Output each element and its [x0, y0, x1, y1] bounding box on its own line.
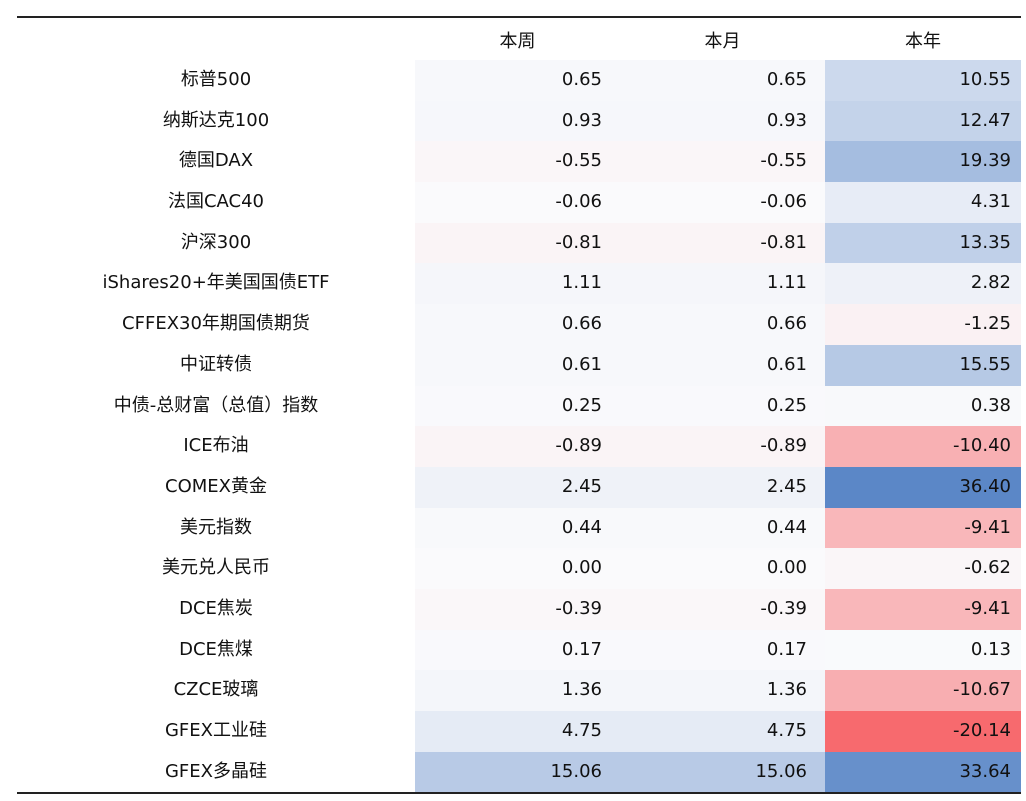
- table-row: GFEX多晶硅 15.06 15.06 33.64: [17, 751, 1021, 793]
- table-row: 标普500 0.65 0.65 10.55: [17, 60, 1021, 101]
- table-row: 中债-总财富（总值）指数 0.25 0.25 0.38: [17, 385, 1021, 427]
- row-label: 美元兑人民币: [162, 557, 270, 579]
- table-row: 德国DAX -0.55 -0.55 19.39: [17, 141, 1021, 183]
- row-label: CZCE玻璃: [173, 679, 259, 701]
- cell-month: 0.93: [620, 100, 825, 142]
- table-row: DCE焦煤 0.17 0.17 0.13: [17, 629, 1021, 671]
- cell-week: -0.06: [415, 182, 620, 223]
- cell-month: 0.25: [620, 385, 825, 427]
- column-header-year: 本年: [905, 31, 941, 52]
- table-body: 标普500 0.65 0.65 10.55 纳斯达克100 0.93 0.93 12.47 德国…: [17, 60, 1021, 793]
- cell-week: 0.00: [415, 548, 620, 589]
- cell-year: 10.55: [825, 60, 1021, 101]
- cell-year: -9.41: [825, 507, 1021, 549]
- cell-week: 0.44: [415, 507, 620, 549]
- cell-week: 2.45: [415, 466, 620, 508]
- cell-month: 0.00: [620, 548, 825, 589]
- cell-week: 1.11: [415, 263, 620, 305]
- row-label: 法国CAC40: [167, 191, 265, 213]
- cell-week: 0.25: [415, 385, 620, 427]
- table-row: 法国CAC40 -0.06 -0.06 4.31: [17, 182, 1021, 223]
- cell-month: -0.81: [620, 222, 825, 264]
- table-row: 沪深300 -0.81 -0.81 13.35: [17, 222, 1021, 264]
- row-label: 中证转债: [180, 353, 252, 375]
- heatmap-table: 本周 本月 本年 标普500 0.65 0.65 10.55 纳斯达克100 0.93 0.…: [17, 16, 1021, 795]
- cell-month: 0.66: [620, 304, 825, 345]
- cell-month: -0.39: [620, 588, 825, 630]
- cell-year: 4.31: [825, 182, 1021, 223]
- table-row: CFFEX30年期国债期货 0.66 0.66 -1.25: [17, 304, 1021, 345]
- row-label: GFEX多晶硅: [164, 760, 267, 782]
- row-label: 中债-总财富（总值）指数: [113, 394, 319, 416]
- table-row: 美元指数 0.44 0.44 -9.41: [17, 507, 1021, 549]
- cell-month: 4.75: [620, 711, 825, 752]
- cell-week: 0.17: [415, 629, 620, 671]
- cell-week: -0.81: [415, 222, 620, 264]
- table-row: ICE布油 -0.89 -0.89 -10.40: [17, 426, 1021, 467]
- row-label: COMEX黄金: [165, 475, 267, 497]
- table-row: 中证转债 0.61 0.61 15.55: [17, 344, 1021, 386]
- cell-week: -0.39: [415, 588, 620, 630]
- cell-week: 0.61: [415, 344, 620, 386]
- row-label: DCE焦煤: [179, 638, 253, 660]
- cell-week: 0.65: [415, 60, 620, 101]
- row-label: CFFEX30年期国债期货: [122, 313, 310, 335]
- cell-month: 0.61: [620, 344, 825, 386]
- cell-year: 2.82: [825, 263, 1021, 305]
- table-row: DCE焦炭 -0.39 -0.39 -9.41: [17, 588, 1021, 630]
- cell-year: 15.55: [825, 344, 1021, 386]
- cell-week: 0.93: [415, 100, 620, 142]
- cell-month: 2.45: [620, 466, 825, 508]
- cell-year: 36.40: [825, 466, 1021, 508]
- header-row: 本周 本月 本年: [17, 18, 1021, 60]
- row-label: DCE焦炭: [179, 597, 253, 619]
- row-label: 标普500: [180, 69, 252, 90]
- cell-year: -1.25: [825, 304, 1021, 345]
- row-label: 沪深300: [180, 231, 252, 253]
- cell-year: 13.35: [825, 222, 1021, 264]
- cell-year: -9.41: [825, 588, 1021, 630]
- row-label: iShares20+年美国国债ETF: [102, 272, 330, 294]
- table-row: 美元兑人民币 0.00 0.00 -0.62: [17, 548, 1021, 589]
- bottom-rule: [17, 792, 1021, 795]
- top-rule: [17, 16, 1021, 18]
- row-label: 德国DAX: [178, 150, 254, 172]
- cell-year: 33.64: [825, 751, 1021, 793]
- table-row: CZCE玻璃 1.36 1.36 -10.67: [17, 670, 1021, 711]
- cell-month: 0.65: [620, 60, 825, 101]
- cell-year: 0.13: [825, 629, 1021, 671]
- cell-week: -0.55: [415, 141, 620, 183]
- cell-month: 1.11: [620, 263, 825, 305]
- table-row: iShares20+年美国国债ETF 1.11 1.11 2.82: [17, 263, 1021, 305]
- row-label: ICE布油: [183, 435, 249, 457]
- cell-week: 1.36: [415, 670, 620, 711]
- cell-month: 1.36: [620, 670, 825, 711]
- cell-year: -0.62: [825, 548, 1021, 589]
- cell-month: -0.06: [620, 182, 825, 223]
- cell-week: 4.75: [415, 711, 620, 752]
- cell-week: 0.66: [415, 304, 620, 345]
- cell-year: -10.67: [825, 670, 1021, 711]
- cell-week: 15.06: [415, 751, 620, 793]
- table-row: COMEX黄金 2.45 2.45 36.40: [17, 466, 1021, 508]
- row-label: 美元指数: [180, 516, 252, 538]
- column-header-week: 本周: [499, 31, 536, 52]
- cell-year: 0.38: [825, 385, 1021, 427]
- cell-week: -0.89: [415, 426, 620, 467]
- table-row: GFEX工业硅 4.75 4.75 -20.14: [17, 711, 1021, 752]
- row-label: 纳斯达克100: [162, 109, 270, 131]
- cell-month: 15.06: [620, 751, 825, 793]
- row-label: GFEX工业硅: [164, 720, 267, 741]
- table-row: 纳斯达克100 0.93 0.93 12.47: [17, 100, 1021, 142]
- cell-month: 0.17: [620, 629, 825, 671]
- cell-month: -0.89: [620, 426, 825, 467]
- cell-year: -10.40: [825, 426, 1021, 467]
- cell-month: -0.55: [620, 141, 825, 183]
- column-header-month: 本月: [704, 31, 741, 52]
- cell-month: 0.44: [620, 507, 825, 549]
- cell-year: -20.14: [825, 711, 1021, 752]
- cell-year: 12.47: [825, 100, 1021, 142]
- cell-year: 19.39: [825, 141, 1021, 183]
